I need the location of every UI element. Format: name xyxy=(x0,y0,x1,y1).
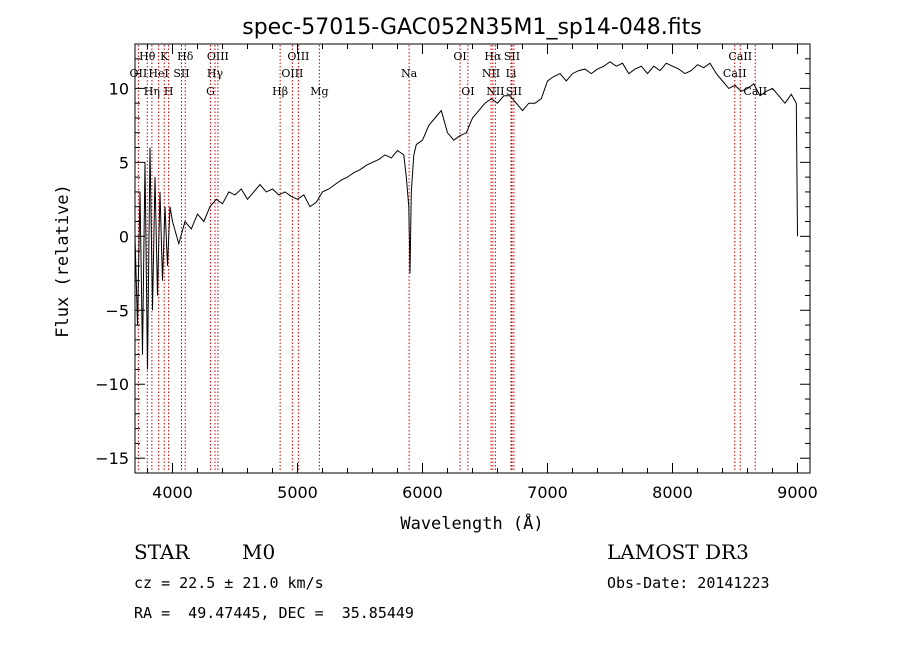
object-class: STAR xyxy=(134,540,190,564)
x-tick-label: 9000 xyxy=(777,483,818,502)
spectral-line-label: NII xyxy=(486,85,504,98)
spectral-line-label: OI xyxy=(461,85,474,98)
spectral-line-markers xyxy=(137,45,756,472)
x-tick-label: 8000 xyxy=(652,483,693,502)
spectral-line-label: K xyxy=(160,50,169,63)
spectral-line-label: CaII xyxy=(723,67,747,80)
spectral-line-label: OIII xyxy=(281,67,303,80)
spectral-line-label: Na xyxy=(401,67,418,80)
spectral-line-label: G xyxy=(206,85,215,98)
spectral-line-label: CaII xyxy=(728,50,752,63)
spectral-line-label: OI xyxy=(453,50,466,63)
object-subclass: M0 xyxy=(242,540,276,564)
spectral-line-label: SII xyxy=(504,50,520,63)
survey-name: LAMOST DR3 xyxy=(607,540,749,564)
x-axis-ticks: 4000 5000 6000 7000 8000 9000 xyxy=(147,44,818,502)
spectral-line-label: Mg xyxy=(310,85,328,98)
redshift-velocity: cz = 22.5 ± 21.0 km/s xyxy=(134,574,324,592)
observation-date: Obs-Date: 20141223 xyxy=(607,574,770,592)
spectral-line-label: H xyxy=(164,85,174,98)
spectral-line-label: Hη xyxy=(144,85,160,98)
spectral-line-label: Hβ xyxy=(272,85,288,98)
spectral-line-label: Li xyxy=(506,67,517,80)
spectral-line-label: OIII xyxy=(207,50,229,63)
spectral-line-label: Hθ xyxy=(139,50,156,63)
sky-coordinates: RA = 49.47445, DEC = 35.85449 xyxy=(134,604,414,622)
y-tick-label: 0 xyxy=(119,227,129,246)
y-tick-label: 10 xyxy=(109,79,129,98)
x-tick-label: 6000 xyxy=(402,483,443,502)
plot-frame xyxy=(134,43,811,474)
y-tick-label: −5 xyxy=(105,301,129,320)
spectral-line-label: NII xyxy=(482,67,500,80)
spectral-line-label: HeI xyxy=(148,67,168,80)
x-tick-label: 4000 xyxy=(152,483,193,502)
spectral-line-label: SII xyxy=(173,67,189,80)
y-tick-label: −10 xyxy=(95,375,129,394)
y-tick-label: 5 xyxy=(119,153,129,172)
x-tick-label: 5000 xyxy=(277,483,318,502)
spectral-line-label: SII xyxy=(506,85,522,98)
y-axis-label: Flux (relative) xyxy=(53,184,73,338)
y-axis-ticks: −15 −10 −5 0 5 10 xyxy=(95,43,810,474)
spectral-line-label: Hγ xyxy=(207,67,224,80)
spectral-line-label: Hα xyxy=(484,50,502,63)
spectral-line-label: OIII xyxy=(287,50,309,63)
chart-title: spec-57015-GAC052N35M1_sp14-048.fits xyxy=(242,15,702,40)
x-tick-label: 7000 xyxy=(527,483,568,502)
spectrum-series-line xyxy=(134,61,798,370)
spectral-line-label: Hδ xyxy=(177,50,194,63)
y-tick-label: −15 xyxy=(95,449,129,468)
x-axis-label: Wavelength (Å) xyxy=(400,512,543,534)
